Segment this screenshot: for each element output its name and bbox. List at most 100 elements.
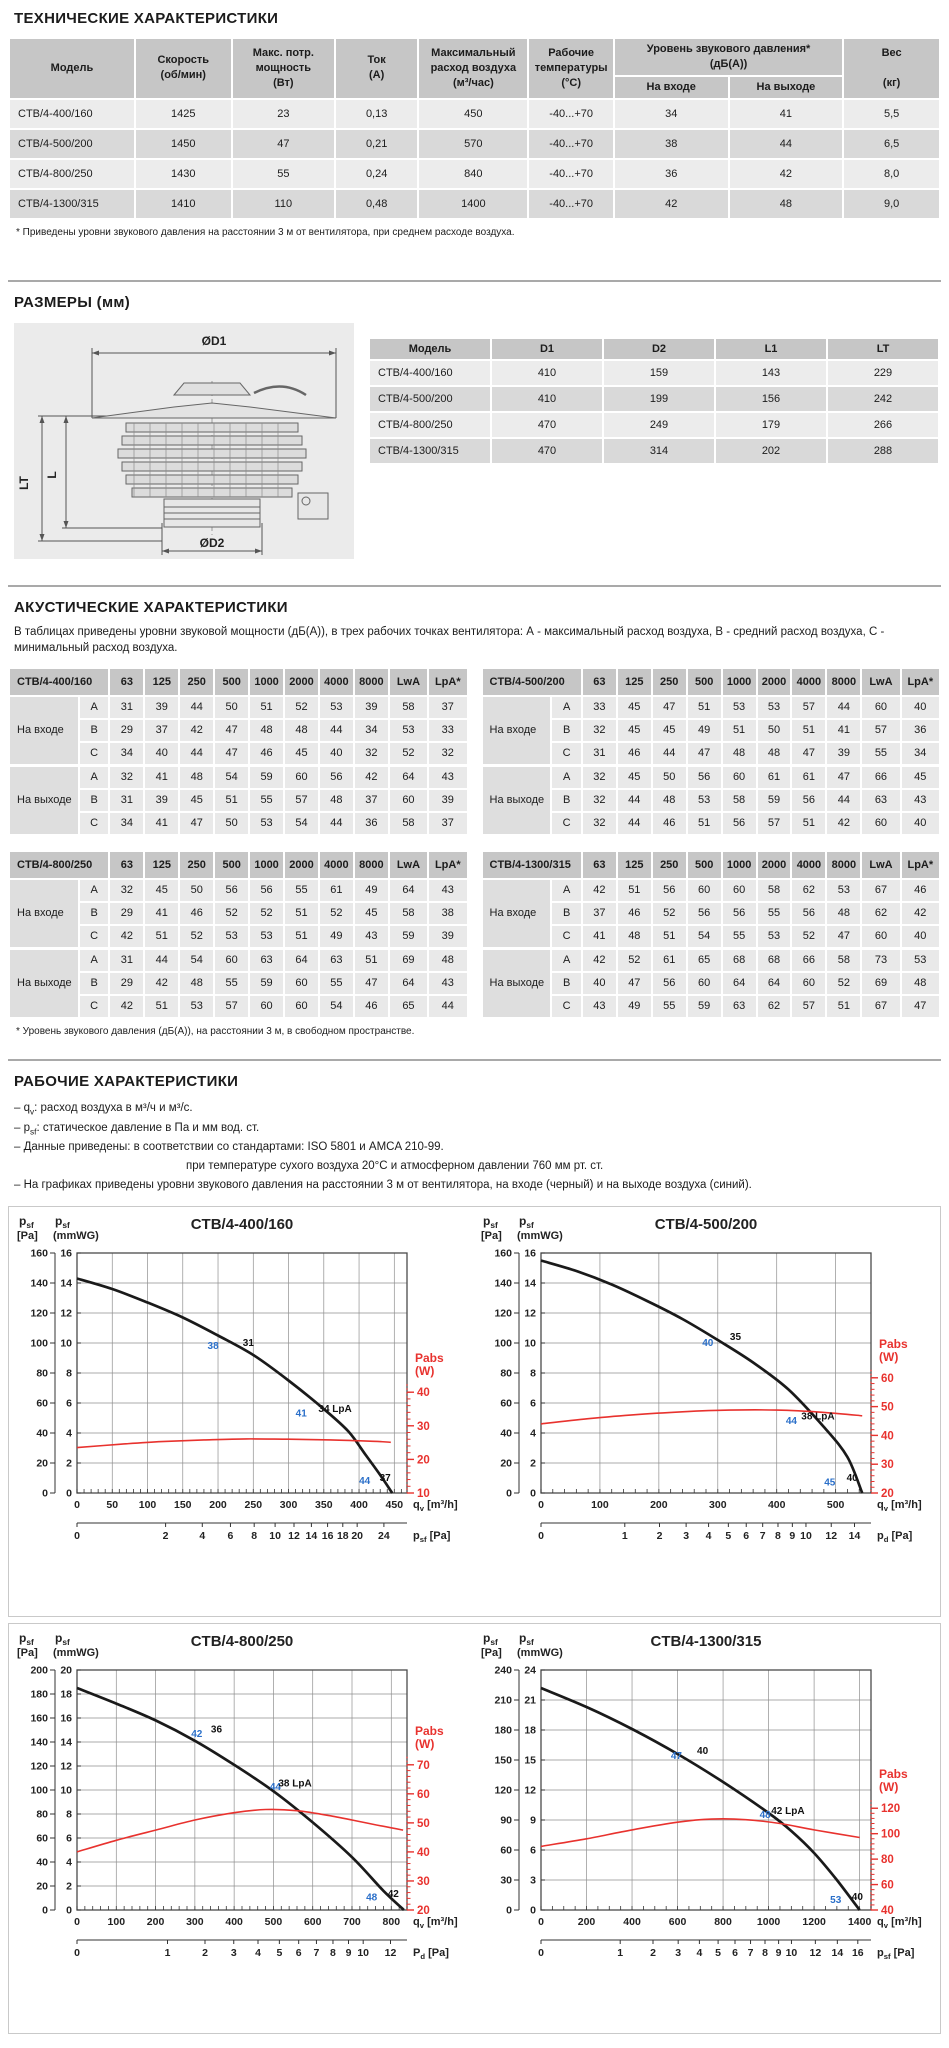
table-cell: 50 [213,694,251,720]
point-letter-cell: C [77,810,111,836]
table-cell: 47 [213,740,251,767]
table-cell: 60 [860,694,902,720]
pabs-tick-label: 20 [417,1905,430,1917]
table-cell: 42 [580,946,618,973]
x2-tick-label: 3 [675,1947,681,1959]
table-cell: 51 [283,900,320,926]
x2-tick-label: 12 [809,1947,821,1959]
point-letter-cell: B [550,787,583,813]
y1-tick-label: 40 [36,1857,48,1869]
y2-tick-label: 12 [524,1308,536,1320]
table-cell: CTB/4-800/250 [368,411,492,440]
table-cell: 29 [108,717,146,743]
x-tick-label: 400 [767,1499,785,1511]
table-row: C 42 51 52 53 53 51 49 43 59 39 [9,923,469,950]
table-cell: 1400 [417,187,530,220]
chart-grid [540,1253,871,1494]
table-cell: 53 [213,923,251,950]
freq-header: 125 [615,666,653,697]
x-axis-title: qv [m³/h] [413,1499,458,1513]
y1-tick-label: 0 [506,1488,512,1500]
table-cell: 66 [790,946,828,973]
point-letter-cell: A [550,694,583,720]
table-cell: 62 [860,900,902,926]
table-cell: 60 [860,923,902,950]
table-cell: 44 [825,694,863,720]
x2-tick-label: 14 [831,1947,843,1959]
y2-tick-label: 15 [524,1755,536,1767]
table-cell: 410 [490,359,604,388]
table-cell: 37 [352,787,390,813]
pabs-tick-label: 20 [881,1488,894,1500]
table-cell: 48 [317,787,355,813]
table-cell: 32 [108,763,146,790]
sound-level-annotation: 35 [729,1332,741,1343]
sound-level-annotation: 44 [785,1416,797,1427]
x-tick-label: 700 [343,1916,361,1928]
y2-axis-title: psf [55,1214,70,1230]
x-tick-label: 100 [108,1916,126,1928]
x2-tick-label: 12 [825,1530,837,1542]
table-cell: 34 [352,717,390,743]
freq-header: 4000 [790,849,828,880]
table-cell: 48 [178,970,216,996]
table-cell: 48 [899,970,942,996]
section-title-dimensions: РАЗМЕРЫ (мм) [14,293,131,311]
freq-header: 500 [213,666,251,697]
x2-tick-label: 10 [785,1947,797,1959]
x2-tick-label: 5 [715,1947,721,1959]
freq-header: 8000 [352,666,390,697]
note-line: при температуре сухого воздуха 20°С и ат… [186,1159,604,1172]
sound-level-annotation: 53 [830,1895,842,1906]
section-title-acoustic: АКУСТИЧЕСКИЕ ХАРАКТЕРИСТИКИ [14,598,288,616]
y1-tick-label: 0 [42,1905,48,1917]
table-cell: 46 [352,993,390,1019]
x2-tick-label: 5 [276,1947,282,1959]
x-tick-label: 1200 [802,1916,826,1928]
table-cell: 51 [790,810,828,836]
table-row: На входе A 33 45 47 51 53 53 57 44 60 40 [480,694,942,767]
sound-level-annotation: 42 [388,1889,400,1900]
y2-tick-label: 2 [66,1458,72,1470]
x2-tick-label: 14 [306,1530,318,1542]
sound-level-annotation: 42 [191,1729,203,1740]
freq-header: 125 [615,849,653,880]
sound-level-annotation: 31 [243,1338,255,1349]
x2-tick-label: 2 [163,1530,169,1542]
x2-tick-label: 6 [296,1947,302,1959]
table-row: B 37 46 52 56 56 55 56 48 62 42 [482,900,942,926]
table-cell: 47 [352,970,390,996]
table-row: CTB/4-500/200 1450 47 0,21 570 -40...+70 38 44 6… [8,127,941,160]
table-cell: 59 [755,787,793,813]
table-cell: 470 [490,411,604,440]
table-cell: 450 [417,97,530,130]
y2-tick-label: 24 [524,1665,536,1677]
table-cell: 60 [248,993,286,1019]
table-cell: 53 [317,694,355,720]
table-cell: 5,5 [842,97,941,130]
table-row: CTB/4-800/250 470 249 179 266 [368,411,940,440]
table-cell: 67 [860,993,902,1019]
x2-tick-label: 7 [747,1947,753,1959]
louver-hatch [133,422,279,497]
y1-axis-title: psf [483,1214,498,1230]
table-cell: 48 [650,787,688,813]
freq-header: 8000 [352,849,390,880]
table-cell: 51 [825,993,863,1019]
y2-tick-label: 4 [66,1428,72,1440]
table-cell: 54 [317,993,355,1019]
table-cell: 0,24 [334,157,420,190]
table-cell: 179 [714,411,828,440]
table-cell: 199 [602,385,716,414]
x2-tick-label: 4 [255,1947,261,1959]
x2-tick-label: 16 [322,1530,334,1542]
y2-tick-label: 10 [60,1785,72,1797]
y2-axis-title: psf [55,1631,70,1647]
pabs-tick-label: 60 [881,1373,894,1385]
table-cell: 59 [248,763,286,790]
table-cell: -40...+70 [527,127,615,160]
table-cell: 60 [283,763,320,790]
y1-tick-label: 120 [30,1761,48,1773]
table-cell: 51 [352,946,390,973]
